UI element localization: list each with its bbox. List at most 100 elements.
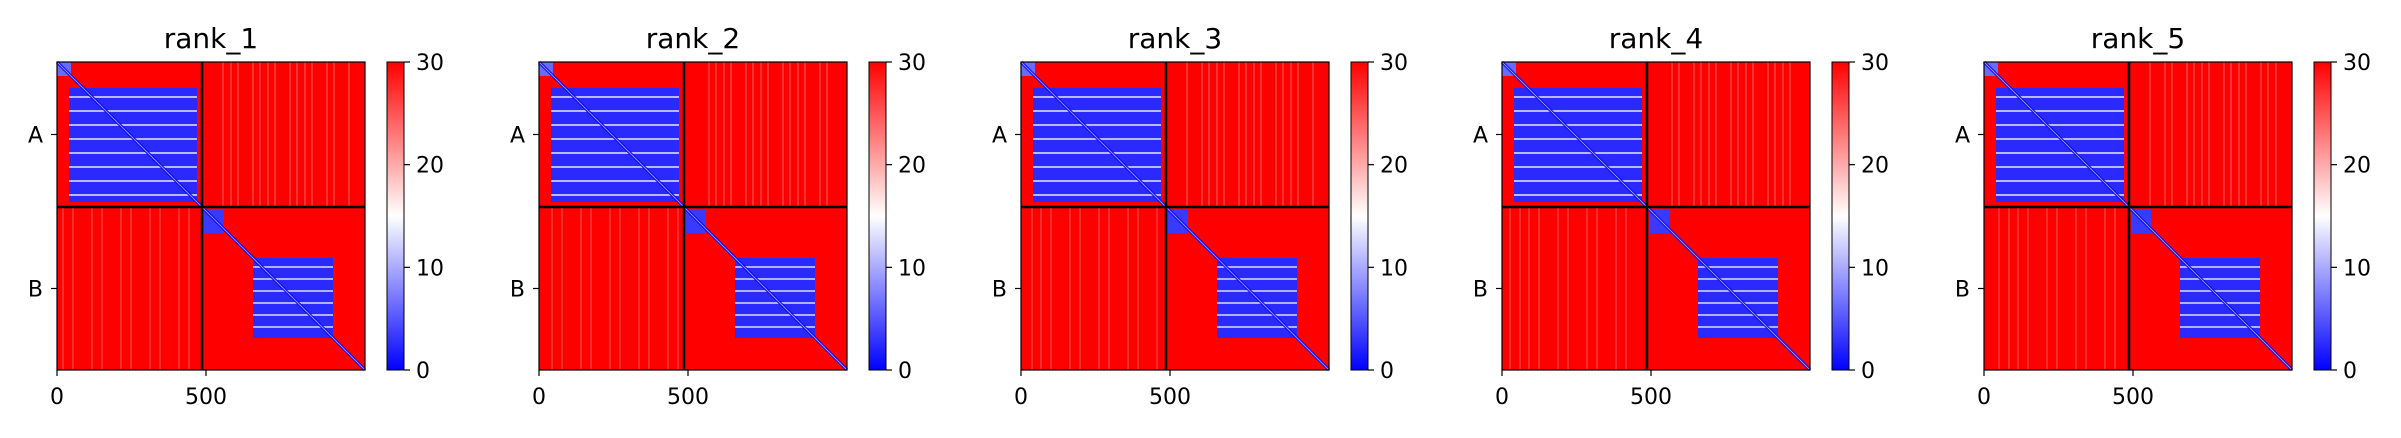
streak — [1050, 207, 1052, 370]
streak — [1693, 62, 1695, 207]
block-stripe — [735, 326, 815, 328]
streak — [667, 207, 669, 370]
streak — [580, 207, 582, 370]
streak — [2275, 62, 2277, 207]
block-stripe — [1514, 152, 1642, 154]
streak — [2201, 62, 2203, 207]
block-stripe — [1996, 180, 2124, 182]
chain-a-block — [1996, 88, 2124, 202]
plot-frame — [1501, 61, 1811, 371]
streak — [1223, 62, 1225, 207]
streak — [730, 62, 732, 207]
block-stripe — [1033, 96, 1161, 98]
streak — [1774, 62, 1776, 207]
block-stripe — [1217, 302, 1297, 304]
streak — [267, 62, 269, 207]
colorbar-tick-label: 30 — [1861, 51, 1889, 76]
block-stripe — [253, 266, 333, 268]
block-stripe — [2180, 326, 2260, 328]
block-stripe — [1996, 96, 2124, 98]
block-stripe — [1217, 326, 1297, 328]
streak — [1297, 62, 1299, 207]
panel-title: rank_1 — [164, 22, 258, 55]
streak — [2164, 62, 2166, 207]
streak — [230, 62, 232, 207]
streak — [1671, 62, 1673, 207]
streak — [1312, 62, 1314, 207]
streak — [752, 62, 754, 207]
block-stripe — [69, 152, 197, 154]
block-stripe — [69, 110, 197, 112]
panel-5: rank_5 A B 0 500 0 10 20 30 — [1955, 22, 2371, 410]
block-stripe — [1996, 166, 2124, 168]
chain-a-block — [69, 88, 197, 202]
streak — [1789, 62, 1791, 207]
streak — [178, 207, 180, 370]
streak — [715, 62, 717, 207]
streak — [1557, 207, 1559, 370]
ytick-label-B: B — [992, 278, 1007, 303]
streak — [797, 62, 799, 207]
block-stripe — [1698, 314, 1778, 316]
streak — [296, 62, 298, 207]
diagonal-highlight — [1983, 61, 2293, 371]
streak — [1708, 62, 1710, 207]
streak — [2230, 62, 2232, 207]
streak — [767, 62, 769, 207]
colorbar-tick-label: 10 — [2343, 256, 2371, 281]
block-stripe — [1996, 124, 2124, 126]
block-stripe — [1514, 110, 1642, 112]
streak — [2104, 207, 2106, 370]
block-stripe — [1514, 166, 1642, 168]
streak — [1596, 207, 1598, 370]
streak — [1567, 207, 1569, 370]
streak — [2260, 62, 2262, 207]
streak — [1538, 207, 1540, 370]
streak — [2017, 207, 2019, 370]
block-stripe — [551, 194, 679, 196]
diagonal-highlight — [538, 61, 848, 371]
diagonal-highlight — [1020, 61, 1330, 371]
streak — [1782, 62, 1784, 207]
colorbar-tick-label: 20 — [416, 154, 444, 179]
block-stripe — [1514, 180, 1642, 182]
streak — [120, 207, 122, 370]
streak — [289, 62, 291, 207]
block-stripe — [1217, 278, 1297, 280]
block-stripe — [551, 152, 679, 154]
streak — [551, 207, 553, 370]
colorbar-tick-label: 30 — [898, 51, 926, 76]
block-stripe — [253, 326, 333, 328]
ytick-label-B: B — [28, 278, 43, 303]
panel-title: rank_3 — [1128, 22, 1222, 55]
streak — [1752, 62, 1754, 207]
block-stripe — [551, 180, 679, 182]
streak — [1282, 62, 1284, 207]
colorbar-gradient — [1350, 61, 1369, 371]
streak — [2238, 62, 2240, 207]
xtick-label: 500 — [1630, 385, 1672, 410]
block-stripe — [735, 290, 815, 292]
streak — [130, 207, 132, 370]
block-stripe — [69, 180, 197, 182]
streak — [1730, 62, 1732, 207]
colorbar-tick-label: 10 — [1380, 256, 1408, 281]
colorbar-tick-label: 0 — [1861, 359, 1875, 384]
block-stripe — [1698, 302, 1778, 304]
block-stripe — [1033, 152, 1161, 154]
streak — [1528, 207, 1530, 370]
block-stripe — [1033, 110, 1161, 112]
panel-2: rank_2 A B 0 500 0 10 20 30 — [510, 22, 926, 410]
xtick-label: 0 — [1977, 385, 1991, 410]
xtick-label: 0 — [50, 385, 64, 410]
block-stripe — [69, 96, 197, 98]
streak — [1186, 62, 1188, 207]
block-stripe — [2180, 302, 2260, 304]
block-stripe — [2180, 314, 2260, 316]
streak — [2186, 62, 2188, 207]
xtick-label: 500 — [667, 385, 709, 410]
colorbar: 0 10 20 30 — [2313, 51, 2371, 384]
streak — [159, 207, 161, 370]
streak — [745, 62, 747, 207]
